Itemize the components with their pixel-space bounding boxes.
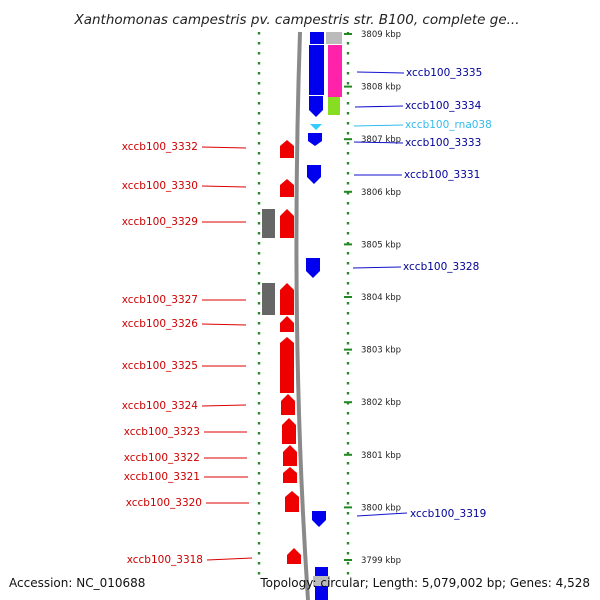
gene-xccb100-3334-arrow[interactable] (309, 96, 323, 117)
ruler-tick-label: 3800 kbp (361, 503, 401, 513)
ruler-tick-label: 3802 kbp (361, 398, 401, 408)
gene-xccb100-3324-shape[interactable] (281, 394, 295, 415)
label-xccb100-3319[interactable]: xccb100_3319 (410, 508, 486, 520)
gene-xccb100-3327-shape[interactable] (280, 283, 294, 315)
label-leader-3332 (201, 146, 247, 149)
label-leader-3324 (201, 404, 247, 407)
gene-xccb100-3333-shape[interactable] (308, 133, 322, 146)
gray-feature-bottom (313, 576, 330, 586)
pseudo-gene-3327 (262, 283, 275, 315)
ruler-tick-label: 3807 kbp (361, 135, 401, 145)
gene-xccb100-3318-shape[interactable] (287, 548, 301, 564)
right-label-group: xccb100_3335 xccb100_3334 xccb100_rna038… (352, 67, 492, 520)
ruler-tick-label: 3801 kbp (361, 451, 401, 461)
label-leader-3333 (353, 141, 404, 144)
ruler-tick-label: 3805 kbp (361, 240, 401, 250)
label-leader-3335 (356, 71, 405, 74)
gene-xccb100-3320-shape[interactable] (285, 491, 299, 512)
gene-xccb100-3335-bar[interactable] (309, 45, 324, 95)
ruler-tick-label: 3809 kbp (361, 30, 401, 40)
left-label-group: xccb100_3332 xccb100_3330 xccb100_3329 x… (122, 141, 253, 566)
label-xccb100-3323[interactable]: xccb100_3323 (124, 426, 200, 438)
label-xccb100-3335[interactable]: xccb100_3335 (406, 67, 482, 79)
label-xccb100-3322[interactable]: xccb100_3322 (124, 452, 200, 464)
ruler-tick-label: 3806 kbp (361, 188, 401, 198)
label-leader-3319 (356, 512, 408, 517)
ruler-tick-label: 3808 kbp (361, 83, 401, 93)
label-xccb100-3327[interactable]: xccb100_3327 (122, 294, 198, 306)
gene-xccb100-3328-shape[interactable] (306, 258, 320, 278)
label-xccb100-3334[interactable]: xccb100_3334 (405, 100, 482, 112)
label-xccb100-rna038[interactable]: xccb100_rna038 (405, 119, 492, 131)
label-xccb100-3333[interactable]: xccb100_3333 (405, 137, 481, 149)
label-xccb100-3328[interactable]: xccb100_3328 (403, 261, 479, 273)
label-xccb100-3325[interactable]: xccb100_3325 (122, 360, 198, 372)
label-leader-3334 (354, 105, 404, 108)
reverse-strand-genes (306, 124, 330, 600)
label-xccb100-3320[interactable]: xccb100_3320 (126, 497, 202, 509)
gene-xccb100-3325-shape[interactable] (280, 337, 294, 393)
label-xccb100-3332[interactable]: xccb100_3332 (122, 141, 198, 153)
gene-xccb100-3319-shape[interactable] (312, 511, 326, 527)
label-xccb100-3331[interactable]: xccb100_3331 (404, 169, 480, 181)
label-xccb100-3330[interactable]: xccb100_3330 (122, 180, 198, 192)
ruler-tick-label: 3803 kbp (361, 346, 401, 356)
magenta-feature (328, 45, 342, 97)
gene-xccb100-3323-shape[interactable] (282, 418, 296, 444)
label-xccb100-3326[interactable]: xccb100_3326 (122, 318, 199, 330)
label-leader-3328 (352, 266, 402, 269)
gene-xccb100-3331-shape[interactable] (307, 165, 321, 184)
map-title: Xanthomonas campestris pv. campestris st… (73, 12, 519, 28)
rna-xccb100-rna038-shape[interactable] (310, 124, 322, 130)
ruler-tick-label: 3804 kbp (361, 293, 401, 303)
label-leader-rna038 (353, 124, 404, 127)
green-feature (328, 97, 340, 115)
label-xccb100-3329[interactable]: xccb100_3329 (122, 216, 198, 228)
gene-xccb100-3336-upper[interactable] (310, 32, 324, 44)
gene-xccb100-3326-shape[interactable] (280, 316, 294, 332)
label-leader-3318 (206, 557, 253, 561)
gene-xccb100-3322-shape[interactable] (283, 445, 297, 466)
label-xccb100-3324[interactable]: xccb100_3324 (122, 400, 199, 412)
pseudo-gene-3329 (262, 209, 275, 238)
forward-strand-genes (262, 140, 301, 564)
label-xccb100-3321[interactable]: xccb100_3321 (124, 471, 200, 483)
label-leader-3330 (201, 185, 247, 188)
gene-xccb100-3329-shape[interactable] (280, 209, 294, 238)
label-leader-3326 (201, 323, 247, 326)
chromosome-backbone (294, 31, 310, 600)
gray-feature-top (326, 32, 342, 44)
gene-xccb100-3321-shape[interactable] (283, 467, 297, 483)
gene-xccb100-3332-shape[interactable] (280, 140, 294, 158)
accession-text: Accession: NC_010688 (9, 576, 145, 590)
topology-text: Topology: circular; Length: 5,079,002 bp… (259, 576, 590, 590)
ruler-tick-label: 3799 kbp (361, 556, 401, 566)
gene-xccb100-3330-shape[interactable] (280, 179, 294, 197)
ruler: 3809 kbp 3808 kbp 3807 kbp 3806 kbp 3805 kbp… (344, 30, 401, 566)
label-xccb100-3318[interactable]: xccb100_3318 (127, 554, 203, 566)
